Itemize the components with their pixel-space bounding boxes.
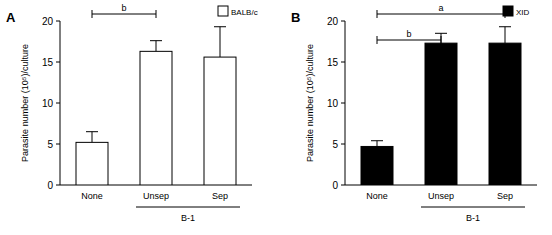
- error-bar: [86, 132, 98, 143]
- y-tick: [56, 144, 60, 145]
- group-bracket: [421, 207, 525, 208]
- bar: [204, 57, 236, 185]
- group-label: B-1: [181, 213, 195, 223]
- error-bar: [371, 141, 383, 147]
- y-tick-label: 10: [327, 98, 339, 109]
- error-bar: [435, 33, 447, 43]
- sig-label: b: [406, 29, 411, 39]
- bar: [425, 43, 457, 185]
- y-axis-label: Parasite number (10⁵)/culture: [20, 44, 30, 162]
- y-tick: [341, 103, 345, 104]
- x-tick-label: Sep: [212, 191, 228, 201]
- panel: B Parasite number (10⁵)/culture 0 5 10 15 20 No…: [291, 3, 537, 223]
- sig-bracket-end: [377, 36, 378, 44]
- bar: [140, 51, 172, 185]
- bar: [489, 43, 521, 185]
- sig-bracket-end: [377, 10, 378, 18]
- y-tick-label: 0: [47, 180, 53, 191]
- y-tick-label: 5: [332, 139, 338, 150]
- marks: [361, 27, 521, 185]
- y-tick: [341, 62, 345, 63]
- panel-label: A: [6, 10, 16, 25]
- y-tick-label: 20: [327, 16, 339, 27]
- marks: [76, 27, 236, 185]
- y-tick: [56, 103, 60, 104]
- sig-label: a: [438, 3, 443, 13]
- y-tick-label: 5: [47, 139, 53, 150]
- sig-bracket-end: [505, 10, 506, 18]
- sig-bracket-end: [92, 10, 93, 18]
- y-tick: [341, 144, 345, 145]
- bar: [76, 142, 108, 185]
- sig-bracket: [92, 14, 156, 15]
- group-bracket: [136, 207, 240, 208]
- y-tick: [56, 185, 60, 186]
- y-tick: [56, 21, 60, 22]
- y-tick-label: 15: [42, 57, 54, 68]
- sig-bracket-end: [441, 36, 442, 44]
- panel-label: B: [291, 10, 300, 25]
- x-tick-label: Sep: [497, 191, 513, 201]
- sig-label: b: [121, 3, 126, 13]
- legend-swatch: [218, 6, 228, 16]
- sig-bracket-end: [156, 10, 157, 18]
- legend-label: XID: [516, 8, 530, 17]
- error-bar: [214, 27, 226, 57]
- x-tick-label: None: [366, 191, 388, 201]
- sig-bracket: [377, 14, 505, 15]
- y-tick-label: 20: [42, 16, 54, 27]
- y-tick-label: 10: [42, 98, 54, 109]
- figure: A Parasite number (10⁵)/culture 0 5 10 15 20 No…: [0, 0, 552, 235]
- error-bar: [150, 41, 162, 52]
- y-tick: [341, 21, 345, 22]
- y-axis-label: Parasite number (10⁵)/culture: [305, 44, 315, 162]
- bar: [361, 146, 393, 185]
- legend-label: BALB/c: [231, 8, 258, 17]
- x-tick-label: Unsep: [143, 191, 169, 201]
- y-tick-label: 0: [332, 180, 338, 191]
- y-tick-label: 15: [327, 57, 339, 68]
- group-label: B-1: [466, 213, 480, 223]
- y-tick: [341, 185, 345, 186]
- error-bar: [499, 27, 511, 43]
- x-tick-label: Unsep: [428, 191, 454, 201]
- y-tick: [56, 62, 60, 63]
- sig-bracket: [377, 40, 441, 41]
- x-tick-label: None: [81, 191, 103, 201]
- panel: A Parasite number (10⁵)/culture 0 5 10 15 20 No…: [6, 3, 258, 223]
